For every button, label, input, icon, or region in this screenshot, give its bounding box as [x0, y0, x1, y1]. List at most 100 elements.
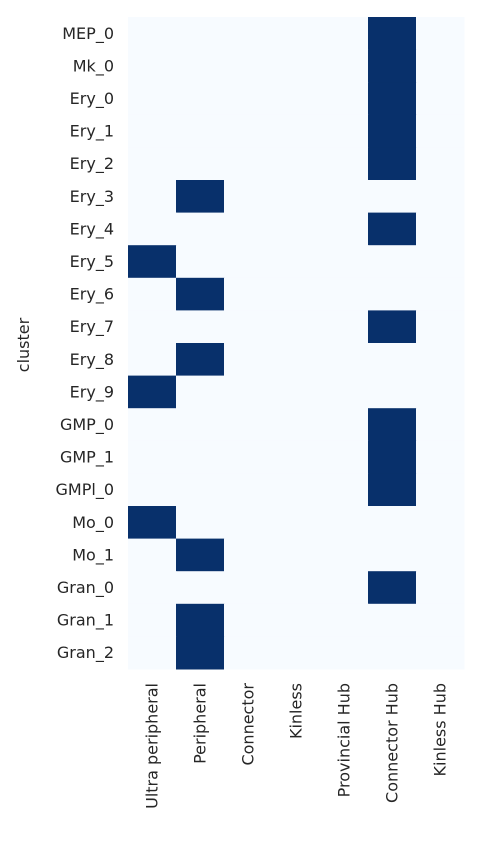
x-tick-label: Connector Hub — [383, 683, 402, 803]
heatmap-cell — [176, 49, 225, 83]
heatmap-cell — [368, 603, 417, 637]
x-tick-label: Peripheral — [191, 683, 210, 764]
heatmap-cell — [224, 343, 273, 377]
heatmap-cell — [176, 506, 225, 540]
heatmap-cell — [176, 17, 225, 51]
heatmap-cell — [272, 636, 321, 670]
x-tick-label: Connector — [239, 683, 258, 766]
heatmap-cell — [416, 603, 465, 637]
heatmap-cell — [368, 147, 417, 181]
heatmap-cell — [416, 17, 465, 51]
heatmap-cell — [416, 408, 465, 442]
heatmap-cell — [416, 180, 465, 214]
heatmap-cell — [224, 603, 273, 637]
heatmap-cell — [272, 114, 321, 148]
heatmap-cell — [224, 440, 273, 474]
heatmap-cell — [224, 82, 273, 116]
heatmap-cell — [416, 506, 465, 540]
heatmap-cell — [176, 440, 225, 474]
heatmap-cell — [224, 17, 273, 51]
heatmap-cell — [368, 506, 417, 540]
heatmap-cell — [368, 343, 417, 377]
heatmap-cell — [224, 114, 273, 148]
heatmap-cell — [176, 147, 225, 181]
y-tick-label: GMPl_0 — [56, 480, 114, 500]
heatmap-cell — [320, 147, 369, 181]
y-tick-label: Ery_3 — [70, 187, 114, 207]
heatmap-cell — [368, 571, 417, 605]
heatmap-cell — [320, 375, 369, 409]
heatmap-cell — [128, 180, 177, 214]
heatmap-cell — [272, 538, 321, 572]
heatmap-cell — [128, 310, 177, 344]
heatmap-cell — [320, 440, 369, 474]
heatmap-cell — [224, 375, 273, 409]
heatmap-cell — [176, 375, 225, 409]
heatmap-cell — [320, 17, 369, 51]
heatmap-cell — [320, 277, 369, 311]
heatmap-cell — [272, 603, 321, 637]
y-tick-label: Gran_1 — [57, 611, 114, 631]
heatmap-cell — [128, 277, 177, 311]
y-tick-label: Ery_2 — [70, 154, 114, 174]
heatmap-cell — [272, 180, 321, 214]
heatmap-cell — [128, 571, 177, 605]
heatmap-cell — [272, 506, 321, 540]
heatmap-cell — [416, 473, 465, 507]
heatmap-cell — [128, 17, 177, 51]
heatmap-cell — [272, 473, 321, 507]
heatmap-cell — [320, 636, 369, 670]
heatmap-cell — [368, 375, 417, 409]
heatmap-cell — [224, 245, 273, 279]
heatmap-cell — [320, 538, 369, 572]
heatmap-cell — [416, 636, 465, 670]
heatmap-cell — [224, 571, 273, 605]
heatmap-cell — [320, 473, 369, 507]
x-tick-label: Provincial Hub — [335, 683, 354, 797]
x-tick-label: Kinless Hub — [431, 683, 450, 776]
y-tick-label: Mo_1 — [72, 545, 114, 565]
heatmap-cell — [176, 245, 225, 279]
heatmap-cell — [320, 408, 369, 442]
heatmap-cell — [176, 408, 225, 442]
heatmap-cell — [128, 538, 177, 572]
heatmap-cell — [416, 245, 465, 279]
heatmap-cell — [176, 571, 225, 605]
heatmap-cell — [176, 310, 225, 344]
x-tick-labels: Ultra peripheral Peripheral Connector Kinle… — [143, 683, 450, 809]
x-tick-label: Kinless — [287, 683, 306, 739]
heatmap-cell — [272, 375, 321, 409]
heatmap-cell — [368, 408, 417, 442]
heatmap-cell — [416, 538, 465, 572]
y-tick-label: GMP_1 — [60, 448, 114, 468]
heatmap-cell — [368, 473, 417, 507]
heatmap-cells — [128, 17, 465, 670]
heatmap-cell — [272, 277, 321, 311]
heatmap-cell — [272, 17, 321, 51]
heatmap-cell — [224, 506, 273, 540]
heatmap-cell — [320, 114, 369, 148]
heatmap-cell — [128, 147, 177, 181]
heatmap-cell — [128, 603, 177, 637]
heatmap-cell — [224, 408, 273, 442]
heatmap-cell — [368, 180, 417, 214]
heatmap-cell — [176, 277, 225, 311]
heatmap-cell — [176, 180, 225, 214]
heatmap-cell — [320, 49, 369, 83]
heatmap-cell — [176, 82, 225, 116]
x-tick-label: Ultra peripheral — [143, 683, 162, 809]
y-tick-label: MEP_0 — [62, 24, 114, 44]
heatmap-cell — [368, 49, 417, 83]
heatmap-cell — [272, 147, 321, 181]
heatmap-cell — [224, 212, 273, 246]
heatmap-cell — [368, 277, 417, 311]
y-tick-label: Gran_2 — [57, 643, 114, 663]
heatmap-cell — [224, 147, 273, 181]
y-axis-label: cluster — [14, 317, 33, 372]
y-tick-label: Ery_1 — [70, 122, 114, 142]
heatmap-cell — [272, 212, 321, 246]
heatmap-cell — [368, 538, 417, 572]
heatmap-cell — [368, 212, 417, 246]
heatmap-cell — [128, 114, 177, 148]
